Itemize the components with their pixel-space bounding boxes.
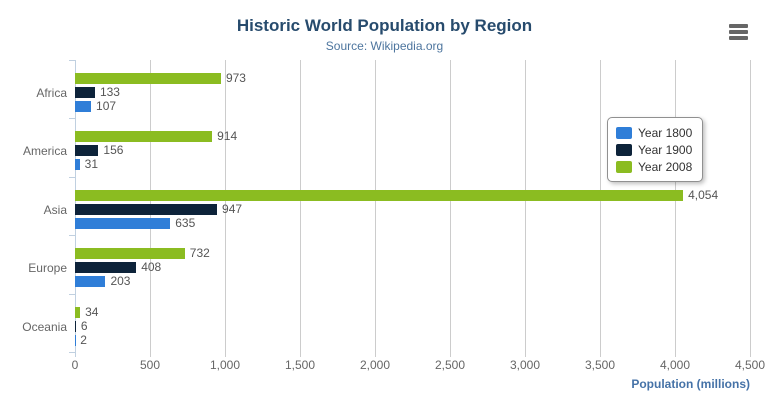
- data-label: 2: [80, 332, 87, 347]
- hamburger-bar: [729, 30, 748, 34]
- x-tick-label: 4,000: [659, 358, 690, 372]
- legend-swatch-icon: [616, 126, 632, 139]
- x-axis-title: Population (millions): [631, 377, 750, 391]
- x-axis-tick-labels: 0 500 1,000 1,500 2,000 2,500 3,000 3,500 4,000 4…: [71, 358, 765, 372]
- data-label: 34: [85, 304, 99, 319]
- x-tick-label: 2,500: [434, 358, 466, 372]
- gridline: [600, 60, 601, 357]
- data-label: 973: [225, 71, 246, 85]
- x-tick-label: 2,000: [359, 358, 390, 372]
- bar-year-2008[interactable]: [75, 131, 213, 143]
- data-label: 4,054: [688, 187, 719, 202]
- category-row: Oceania 34 6 2: [22, 294, 750, 352]
- bar-year-2008[interactable]: [75, 248, 185, 260]
- x-tick-label: 3,000: [509, 358, 541, 372]
- legend-label: Year 1900: [638, 142, 693, 157]
- gridline: [224, 60, 226, 357]
- bar-year-1800[interactable]: [75, 159, 80, 171]
- gridline: [374, 60, 376, 357]
- category-label: Africa: [36, 86, 67, 100]
- x-tick-label: 0: [71, 358, 79, 372]
- y-axis-tick: [69, 118, 75, 119]
- y-axis-tick: [69, 60, 75, 61]
- data-label: 732: [189, 246, 210, 261]
- category-row: America 914 156 31: [23, 118, 750, 176]
- bar-year-1900[interactable]: [75, 320, 76, 332]
- data-label: 107: [96, 99, 117, 113]
- category-label: Europe: [28, 261, 67, 276]
- bar-year-2008[interactable]: [75, 189, 684, 201]
- legend-swatch-icon: [616, 143, 632, 156]
- legend-item-year-2008[interactable]: Year 2008: [616, 158, 692, 175]
- hamburger-bar: [729, 24, 748, 28]
- bar-year-1800[interactable]: [75, 101, 92, 112]
- hamburger-menu-icon[interactable]: [729, 24, 748, 40]
- category-label: Oceania: [22, 319, 67, 334]
- gridline: [750, 60, 751, 357]
- bar-year-1800[interactable]: [75, 217, 171, 229]
- y-axis-tick: [69, 294, 75, 295]
- legend: Year 1800 Year 1900 Year 2008: [607, 117, 704, 182]
- bar-year-1800[interactable]: [75, 276, 106, 288]
- category-row: Africa 973 133 107: [36, 60, 750, 118]
- legend-item-year-1800[interactable]: Year 1800: [616, 124, 692, 141]
- data-label: 914: [217, 129, 238, 144]
- bar-year-1900[interactable]: [75, 87, 95, 98]
- gridline: [525, 60, 526, 357]
- bar-year-2008[interactable]: [75, 306, 81, 318]
- x-tick-label: 1,000: [209, 358, 240, 372]
- data-label: 156: [103, 143, 124, 158]
- legend-item-year-1900[interactable]: Year 1900: [616, 141, 692, 158]
- bar-year-1900[interactable]: [75, 262, 137, 274]
- data-label: 635: [175, 215, 196, 230]
- category-label: America: [22, 144, 67, 159]
- data-label: 947: [222, 201, 243, 216]
- gridline: [300, 60, 301, 357]
- data-label: 133: [99, 85, 120, 99]
- x-tick-label: 500: [139, 358, 160, 372]
- data-label: 408: [141, 260, 162, 275]
- gridline: [450, 60, 451, 357]
- gridline: [674, 60, 676, 357]
- chart-title: Historic World Population by Region: [236, 16, 533, 35]
- y-axis-tick: [69, 235, 75, 236]
- legend-swatch-icon: [616, 160, 632, 173]
- x-tick-label: 1,500: [284, 358, 316, 372]
- data-label: 31: [84, 157, 98, 172]
- y-axis-tick: [69, 352, 75, 353]
- data-label: 6: [80, 318, 88, 333]
- legend-label: Year 2008: [638, 159, 693, 174]
- category-row: Europe 732 408 203: [28, 235, 750, 293]
- bar-year-2008[interactable]: [75, 73, 221, 84]
- data-label: 203: [110, 274, 131, 289]
- bar-year-1900[interactable]: [75, 145, 99, 157]
- x-tick-label: 4,500: [734, 358, 766, 372]
- category-label: Asia: [43, 202, 67, 217]
- category-row: Asia 4,054 947 635: [44, 177, 750, 235]
- plot-area: Africa 973 133 107 America 914 156 31 Asia 4,054 9…: [22, 60, 751, 357]
- x-tick-label: 3,500: [584, 358, 616, 372]
- legend-label: Year 1800: [638, 125, 693, 140]
- hamburger-bar: [729, 36, 748, 40]
- bar-year-1900[interactable]: [75, 203, 218, 215]
- chart-subtitle: Source: Wikipedia.org: [325, 39, 444, 53]
- y-axis-tick: [69, 177, 75, 178]
